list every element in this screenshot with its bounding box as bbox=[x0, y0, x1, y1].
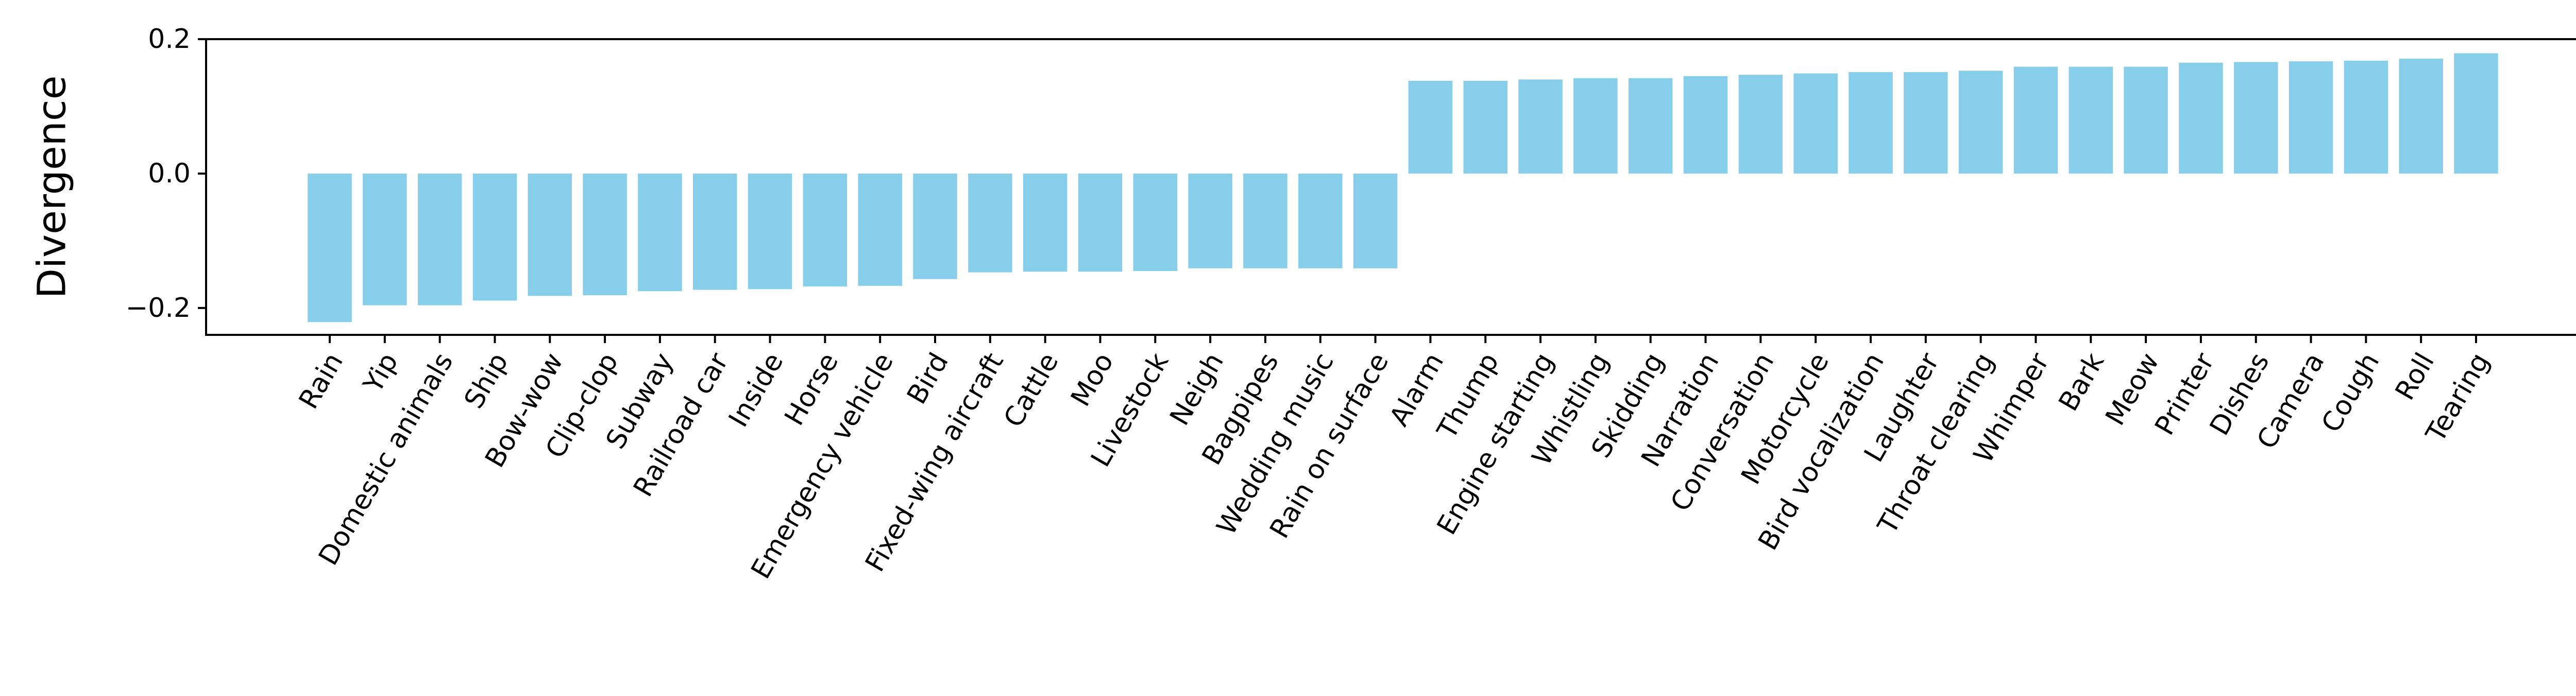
bar-domestic-animals bbox=[417, 173, 462, 305]
bar-laughter bbox=[1904, 72, 1948, 174]
bar-cattle bbox=[1023, 173, 1067, 272]
x-tick-label: Bark bbox=[2053, 348, 2110, 416]
bar-inside bbox=[748, 173, 792, 290]
y-tick-label: −0.2 bbox=[126, 293, 191, 324]
bar-printer bbox=[2179, 62, 2223, 174]
bar-whistling bbox=[1573, 78, 1618, 174]
bar-ship bbox=[472, 173, 517, 301]
bar-bagpipes bbox=[1243, 173, 1287, 268]
bar-fixed-wing-aircraft bbox=[968, 173, 1012, 273]
bar-tearing bbox=[2454, 53, 2498, 174]
bar-rain-on-surface bbox=[1353, 173, 1398, 268]
bar-meow bbox=[2124, 66, 2168, 174]
bar-wedding-music bbox=[1298, 173, 1343, 268]
bar-emergency-vehicle bbox=[858, 173, 902, 286]
y-axis-label: Divergence bbox=[29, 76, 75, 299]
x-tick-label: Cattle bbox=[998, 348, 1065, 433]
y-tick-label: 0.0 bbox=[148, 158, 191, 189]
bar-horse bbox=[803, 173, 848, 287]
x-tick-label: Ship bbox=[459, 348, 515, 414]
bar-rain bbox=[308, 173, 352, 322]
bar-skidding bbox=[1628, 78, 1673, 174]
bar-roll bbox=[2399, 58, 2443, 174]
x-tick-label: Roll bbox=[2389, 348, 2441, 405]
bar-alarm bbox=[1408, 80, 1453, 174]
bar-conversation bbox=[1738, 75, 1783, 174]
x-tick-label: Inside bbox=[723, 348, 789, 432]
y-axis: −0.2 0.0 0.2 bbox=[126, 24, 206, 324]
bar-bird bbox=[913, 173, 957, 279]
bar-motorcycle bbox=[1793, 73, 1838, 174]
x-tick-label: Bird bbox=[901, 348, 955, 410]
bar-cough bbox=[2344, 60, 2388, 174]
bar-whimper bbox=[2013, 66, 2058, 174]
bar-bird-vocalization bbox=[1849, 72, 1893, 174]
bar-bow-wow bbox=[528, 173, 572, 296]
bar-yip bbox=[363, 173, 407, 305]
bar-thump bbox=[1463, 80, 1507, 174]
bar-moo bbox=[1078, 173, 1123, 272]
bar-livestock bbox=[1133, 173, 1178, 271]
x-tick-label: Yip bbox=[358, 348, 404, 398]
bar-narration bbox=[1683, 76, 1728, 174]
bar-dishes bbox=[2233, 62, 2278, 174]
bar-subway bbox=[638, 173, 682, 292]
x-tick-label: Moo bbox=[1065, 348, 1120, 412]
plot-frame bbox=[205, 38, 2576, 336]
bar-clip-clop bbox=[583, 173, 627, 296]
bar-camera bbox=[2289, 61, 2333, 174]
bar-engine-starting bbox=[1518, 79, 1563, 174]
bars-layer bbox=[308, 53, 2498, 322]
bar-bark bbox=[2069, 66, 2113, 174]
y-tick-label: 0.2 bbox=[148, 24, 191, 55]
bar-throat-clearing bbox=[1958, 71, 2003, 174]
bar-neigh bbox=[1188, 173, 1232, 268]
x-tick-label: Rain bbox=[293, 348, 349, 414]
bar-railroad-car bbox=[693, 173, 737, 290]
